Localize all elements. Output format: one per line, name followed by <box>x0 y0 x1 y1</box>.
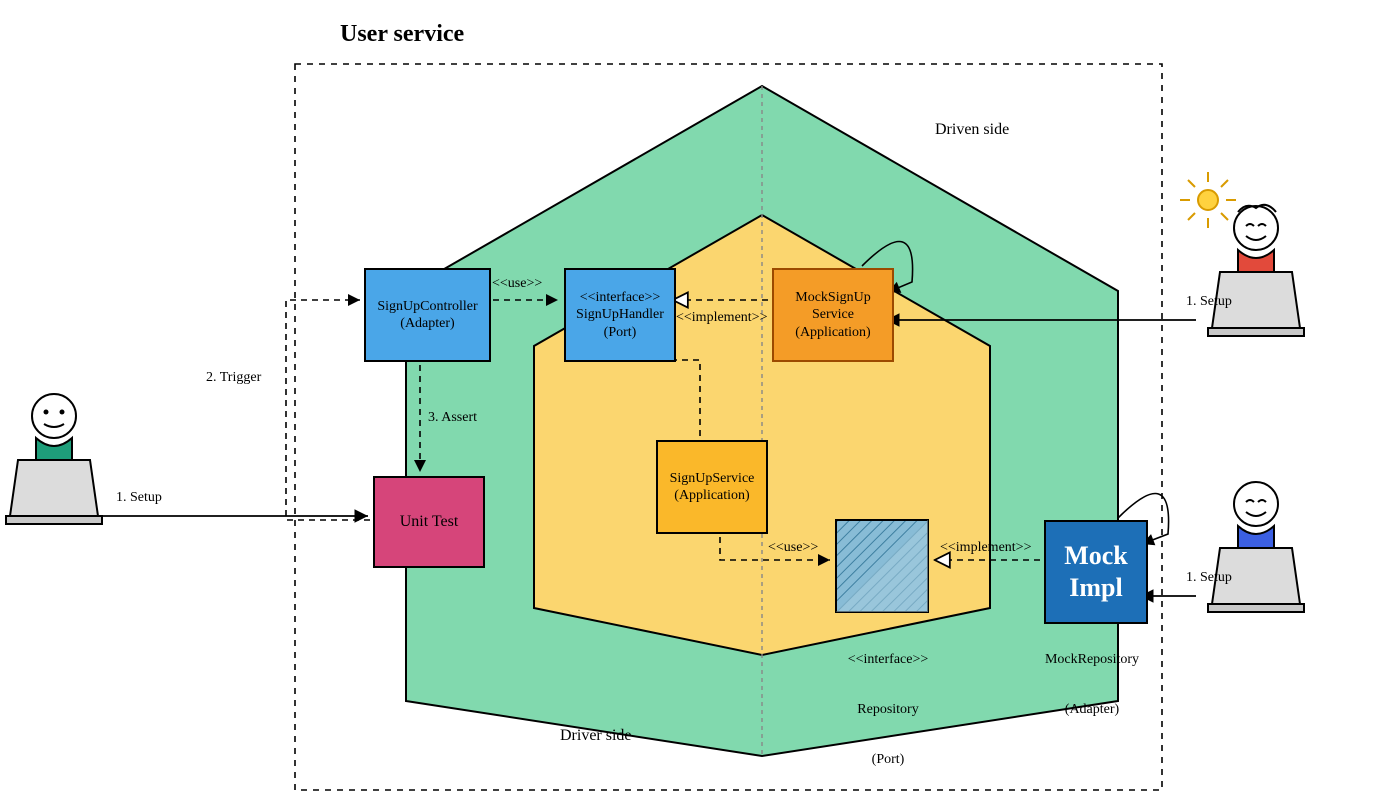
label-implement-1: <<implement>> <box>676 310 767 327</box>
persona-top-right <box>1180 172 1304 336</box>
text: SignUpService <box>670 470 755 488</box>
persona-left <box>6 394 102 524</box>
text: (Port) <box>838 752 938 769</box>
text: (Port) <box>576 324 664 342</box>
arrow-test-to-controller <box>286 300 370 520</box>
box-signup-service: SignUpService (Application) <box>656 440 768 534</box>
text: Impl <box>1064 572 1128 605</box>
box-mock-impl: Mock Impl <box>1044 520 1148 624</box>
label-setup-top-right: 1. Setup <box>1186 294 1232 311</box>
label-trigger: 2. Trigger <box>206 370 261 387</box>
text: Repository <box>838 702 938 719</box>
text: (Application) <box>670 487 755 505</box>
text: <<interface>> <box>576 289 664 307</box>
diagram-title: User service <box>340 20 464 49</box>
text: MockRepository <box>1022 652 1162 669</box>
box-mock-signup-service: MockSignUp Service (Application) <box>772 268 894 362</box>
text: MockSignUp <box>795 289 870 307</box>
text: (Application) <box>795 324 870 342</box>
label-driven-side: Driven side <box>935 120 1009 139</box>
label-use-1: <<use>> <box>492 276 542 293</box>
label-assert: 3. Assert <box>428 410 477 427</box>
text: (Adapter) <box>377 315 477 333</box>
box-unit-test: Unit Test <box>373 476 485 568</box>
label-repository-port: <<interface>> Repository (Port) <box>838 618 938 786</box>
label-setup-bottom-right: 1. Setup <box>1186 570 1232 587</box>
text: Unit Test <box>400 512 459 532</box>
text: Mock <box>1064 540 1128 573</box>
text: SignUpController <box>377 298 477 316</box>
text: (Adapter) <box>1022 702 1162 719</box>
text: <<interface>> <box>838 652 938 669</box>
text: SignUpHandler <box>576 306 664 324</box>
label-implement-2: <<implement>> <box>940 540 1031 557</box>
diagram-canvas <box>0 0 1400 809</box>
text: Service <box>795 306 870 324</box>
persona-bottom-right <box>1208 482 1304 612</box>
box-signup-controller: SignUpController (Adapter) <box>364 268 491 362</box>
label-use-2: <<use>> <box>768 540 818 557</box>
idea-icon <box>1180 172 1236 228</box>
label-setup-left: 1. Setup <box>116 490 162 507</box>
label-driver-side: Driver side <box>560 726 632 745</box>
box-signup-handler-port: <<interface>> SignUpHandler (Port) <box>564 268 676 362</box>
label-mock-repository: MockRepository (Adapter) <box>1022 618 1162 736</box>
